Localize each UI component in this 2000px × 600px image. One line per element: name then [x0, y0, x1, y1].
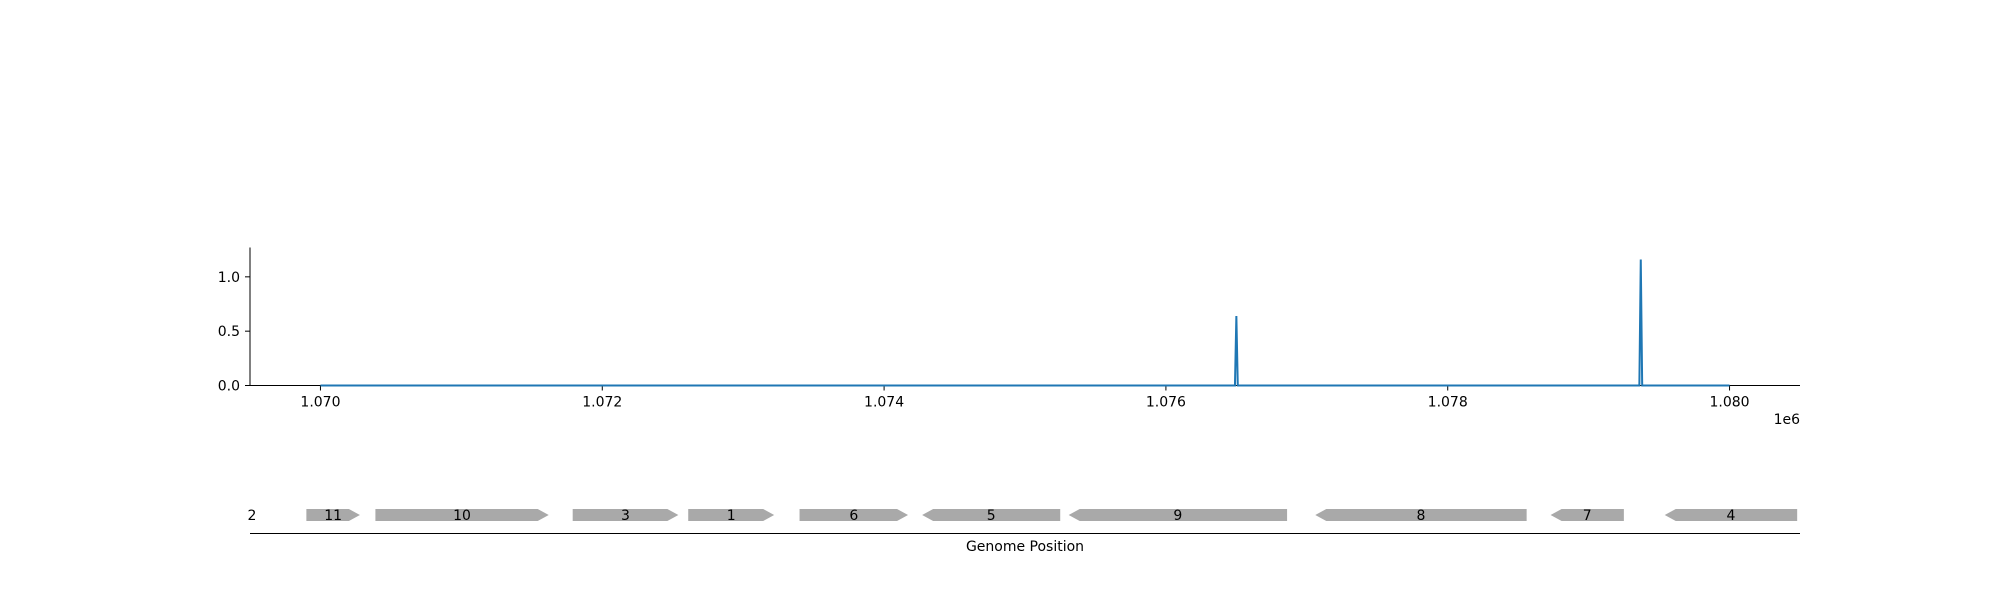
gene-arrow: [1068, 509, 1288, 521]
gene-feature: 10: [375, 508, 549, 524]
gene-label: 10: [453, 508, 471, 524]
x-tick-label: 1.074: [864, 395, 904, 411]
gene-features: 11 10 3 1 6 5 9 8 7 4: [306, 508, 1798, 524]
y-tick-label: 0.0: [218, 379, 240, 395]
gene-label: 11: [324, 508, 342, 524]
gene-feature: 5: [922, 508, 1061, 524]
gene-label: 6: [849, 508, 858, 524]
gene-arrow: [1664, 509, 1798, 521]
gene-label: 9: [1173, 508, 1182, 524]
gene-label: 5: [987, 508, 996, 524]
gene-feature: 4: [1664, 508, 1798, 524]
gene-feature: 9: [1068, 508, 1288, 524]
gene-label: 4: [1726, 508, 1735, 524]
y-tick-label: 1.0: [218, 270, 240, 286]
coverage-series: [320, 259, 1730, 387]
gene-feature: 6: [799, 508, 909, 524]
gene-arrow: [688, 509, 775, 521]
gene-label: 3: [621, 508, 630, 524]
gene-arrow: [306, 509, 360, 521]
gene-track-label: 2: [248, 508, 257, 524]
x-axis-offset-label: 1e6: [1774, 412, 1801, 428]
x-tick-label: 1.080: [1709, 395, 1749, 411]
gene-label: 8: [1416, 508, 1425, 524]
gene-label: 1: [727, 508, 736, 524]
x-tick-label: 1.078: [1428, 395, 1468, 411]
x-tick-label: 1.070: [300, 395, 340, 411]
gene-arrow: [922, 509, 1061, 521]
gene-arrow: [375, 509, 549, 521]
coverage-line: [320, 259, 1730, 387]
coverage-plot: 1.070 1.072 1.074 1.076 1.078 1.0800.00.51.0 …: [218, 247, 1801, 428]
gene-arrow: [572, 509, 679, 521]
gene-label: 7: [1583, 508, 1592, 524]
gene-feature: 8: [1315, 508, 1527, 524]
gene-feature: 11: [306, 508, 360, 524]
gene-arrow: [1550, 509, 1624, 521]
x-tick-label: 1.076: [1146, 395, 1186, 411]
gene-feature: 1: [688, 508, 775, 524]
gene-arrow: [799, 509, 909, 521]
gene-feature: 3: [572, 508, 679, 524]
gene-feature: 7: [1550, 508, 1624, 524]
x-tick-label: 1.072: [582, 395, 622, 411]
gene-arrow: [1315, 509, 1527, 521]
gene-track-plot: 11 10 3 1 6 5 9 8 7 4 2 Genome Position: [248, 508, 1800, 555]
y-tick-label: 0.5: [218, 324, 240, 340]
x-axis-label: Genome Position: [966, 539, 1084, 555]
